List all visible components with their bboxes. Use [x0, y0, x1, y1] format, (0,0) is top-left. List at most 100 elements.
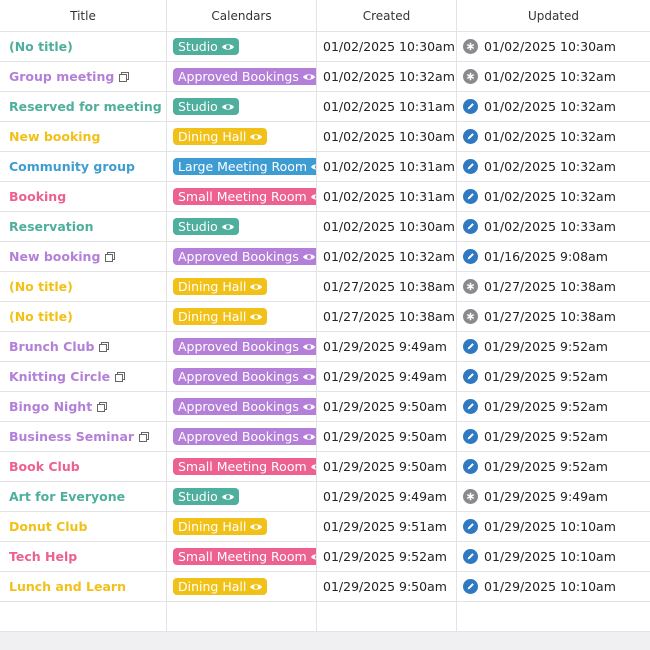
created-cell: 01/29/2025 9:49am	[317, 332, 457, 361]
calendar-tag: Approved Bookings	[173, 68, 316, 85]
event-title[interactable]: (No title)	[9, 309, 73, 324]
table-row[interactable]: Book Club Small Meeting Room 01/29/2025 9:…	[0, 452, 650, 482]
calendar-cell: Studio	[167, 482, 317, 511]
status-icon	[463, 129, 478, 144]
event-title[interactable]: Tech Help	[9, 549, 78, 564]
copy-icon	[115, 371, 126, 382]
event-title[interactable]: Brunch Club	[9, 339, 95, 354]
status-icon	[463, 519, 478, 534]
table-row[interactable]: Bingo Night Approved Bookings 01/29/2025 9…	[0, 392, 650, 422]
event-title[interactable]: Reservation	[9, 219, 94, 234]
created-cell: 01/02/2025 10:32am	[317, 242, 457, 271]
created-cell: 01/29/2025 9:50am	[317, 422, 457, 451]
calendar-tag: Studio	[173, 488, 239, 505]
updated-time: 01/29/2025 10:10am	[484, 519, 616, 534]
event-title[interactable]: Group meeting	[9, 69, 115, 84]
table-row[interactable]: Knitting Circle Approved Bookings 01/29/20…	[0, 362, 650, 392]
calendar-name: Approved Bookings	[178, 69, 299, 84]
status-icon	[463, 339, 478, 354]
title-cell: Group meeting	[0, 62, 167, 91]
updated-cell: 01/02/2025 10:32am	[457, 62, 650, 91]
updated-cell: 01/02/2025 10:32am	[457, 122, 650, 151]
empty-cell	[457, 602, 650, 631]
calendar-name: Dining Hall	[178, 309, 247, 324]
table-row[interactable]: Art for Everyone Studio 01/29/2025 9:49am 0…	[0, 482, 650, 512]
table-row[interactable]: Tech Help Small Meeting Room 01/29/2025 9:…	[0, 542, 650, 572]
updated-time: 01/29/2025 9:52am	[484, 369, 608, 384]
calendar-name: Small Meeting Room	[178, 549, 307, 564]
created-cell: 01/27/2025 10:38am	[317, 272, 457, 301]
calendar-cell: Dining Hall	[167, 272, 317, 301]
table-row[interactable]: Donut Club Dining Hall 01/29/2025 9:51am 01…	[0, 512, 650, 542]
calendar-name: Approved Bookings	[178, 339, 299, 354]
table-row[interactable]: Business Seminar Approved Bookings 01/29/2…	[0, 422, 650, 452]
title-cell: (No title)	[0, 272, 167, 301]
calendar-cell: Approved Bookings	[167, 362, 317, 391]
calendar-cell: Approved Bookings	[167, 242, 317, 271]
updated-cell: 01/02/2025 10:32am	[457, 92, 650, 121]
event-title[interactable]: Reserved for meeting	[9, 99, 162, 114]
title-cell: New booking	[0, 242, 167, 271]
table-row[interactable]: (No title) Studio 01/02/2025 10:30am 01/02/…	[0, 32, 650, 62]
table-row[interactable]: (No title) Dining Hall 01/27/2025 10:38am 0…	[0, 272, 650, 302]
table-row[interactable]: (No title) Dining Hall 01/27/2025 10:38am 0…	[0, 302, 650, 332]
header[interactable]: Title	[0, 0, 167, 31]
table-row[interactable]: New booking Dining Hall 01/02/2025 10:30am…	[0, 122, 650, 152]
eye-icon	[302, 73, 315, 80]
event-title[interactable]: Bingo Night	[9, 399, 93, 414]
event-title[interactable]: New booking	[9, 129, 101, 144]
table-row[interactable]: Lunch and Learn Dining Hall 01/29/2025 9:5…	[0, 572, 650, 602]
table-row[interactable]: Reserved for meeting Studio 01/02/2025 10:…	[0, 92, 650, 122]
updated-time: 01/02/2025 10:32am	[484, 129, 616, 144]
header[interactable]: Calendars	[167, 0, 317, 31]
updated-cell: 01/29/2025 9:52am	[457, 422, 650, 451]
event-title[interactable]: Knitting Circle	[9, 369, 111, 384]
created-cell: 01/02/2025 10:31am	[317, 182, 457, 211]
updated-time: 01/29/2025 9:52am	[484, 339, 608, 354]
table-row[interactable]: Group meeting Approved Bookings 01/02/2025…	[0, 62, 650, 92]
table-row[interactable]: Brunch Club Approved Bookings 01/29/2025 9…	[0, 332, 650, 362]
eye-icon	[250, 283, 263, 290]
event-title[interactable]: (No title)	[9, 279, 73, 294]
empty-cell	[0, 602, 167, 631]
event-title[interactable]: Donut Club	[9, 519, 88, 534]
header[interactable]: Created	[317, 0, 457, 31]
event-title[interactable]: Lunch and Learn	[9, 579, 126, 594]
event-title[interactable]: (No title)	[9, 39, 73, 54]
calendar-name: Dining Hall	[178, 579, 247, 594]
calendar-name: Dining Hall	[178, 519, 247, 534]
updated-time: 01/29/2025 9:52am	[484, 429, 608, 444]
created-cell: 01/02/2025 10:31am	[317, 92, 457, 121]
updated-cell: 01/02/2025 10:30am	[457, 32, 650, 61]
table-row[interactable]: Reservation Studio 01/02/2025 10:30am 01/02…	[0, 212, 650, 242]
table-row[interactable]: New booking Approved Bookings 01/02/2025 1…	[0, 242, 650, 272]
status-icon	[463, 219, 478, 234]
header[interactable]: Updated	[527, 8, 580, 23]
eye-icon	[302, 253, 315, 260]
created-cell: 01/02/2025 10:31am	[317, 152, 457, 181]
event-title[interactable]: Community group	[9, 159, 135, 174]
calendar-name: Dining Hall	[178, 129, 247, 144]
header-row: Title Calendars Created Updated	[0, 0, 650, 32]
status-icon	[463, 249, 478, 264]
eye-icon	[221, 43, 234, 50]
updated-time: 01/29/2025 9:52am	[484, 399, 608, 414]
table-row[interactable]: Community group Large Meeting Room 01/02/2…	[0, 152, 650, 182]
title-cell: Community group	[0, 152, 167, 181]
calendar-cell: Studio	[167, 92, 317, 121]
updated-time: 01/02/2025 10:32am	[484, 189, 616, 204]
event-title[interactable]: Art for Everyone	[9, 489, 126, 504]
event-title[interactable]: Business Seminar	[9, 429, 135, 444]
calendar-cell: Approved Bookings	[167, 392, 317, 421]
updated-cell: 01/16/2025 9:08am	[457, 242, 650, 271]
title-cell: Lunch and Learn	[0, 572, 167, 601]
empty-row[interactable]	[0, 602, 650, 632]
updated-cell: 01/29/2025 9:52am	[457, 362, 650, 391]
event-title[interactable]: New booking	[9, 249, 101, 264]
calendar-cell: Small Meeting Room	[167, 182, 317, 211]
event-title[interactable]: Booking	[9, 189, 67, 204]
calendar-name: Approved Bookings	[178, 429, 299, 444]
copy-icon	[119, 71, 130, 82]
table-row[interactable]: Booking Small Meeting Room 01/02/2025 10:3…	[0, 182, 650, 212]
event-title[interactable]: Book Club	[9, 459, 80, 474]
